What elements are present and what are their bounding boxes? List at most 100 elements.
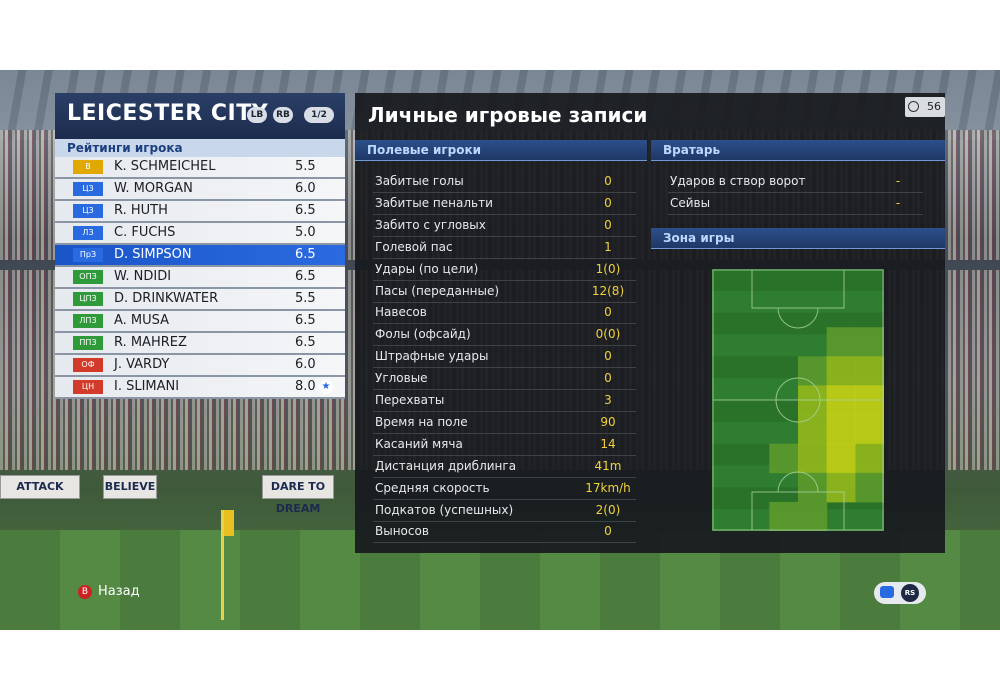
player-rating: 6.5 [295, 335, 316, 350]
stat-row: Удары (по цели) 1(0) [373, 259, 636, 281]
player-rating: 5.5 [295, 291, 316, 306]
gk-stat-row: Ударов в створ ворот - [668, 171, 923, 193]
ad-board-3: DARE TO DREAM [262, 475, 334, 515]
player-rating: 5.5 [295, 159, 316, 174]
gk-stat-value: - [895, 196, 901, 210]
stat-label: Угловые [375, 371, 428, 386]
position-badge: ОПЗ [73, 270, 103, 284]
pitch-stripe [712, 290, 884, 314]
player-row[interactable]: ЛПЗ A. MUSA 6.5 [55, 311, 345, 333]
stat-value: 12(8) [591, 283, 625, 298]
rb-button[interactable]: RB [273, 107, 293, 123]
player-name: I. SLIMANI [114, 379, 180, 394]
stat-row: Угловые 0 [373, 368, 636, 391]
heatmap [712, 269, 884, 531]
goalkeeper-header: Вратарь [651, 140, 945, 161]
heatmap-cell [798, 443, 828, 474]
gk-stat-value: - [895, 174, 901, 188]
player-row[interactable]: ЦПЗ D. DRINKWATER 5.5 [55, 289, 345, 311]
player-row[interactable]: ЦН I. SLIMANI 8.0 ★ [55, 377, 345, 399]
player-row[interactable]: ППЗ R. MAHREZ 6.5 [55, 333, 345, 355]
pitch-stripe [712, 269, 884, 292]
heatmap-cell [855, 443, 884, 474]
position-badge: ЦЗ [73, 182, 103, 196]
stat-row: Штрафные удары 0 [373, 346, 636, 369]
stat-value: 1 [604, 239, 612, 254]
player-row[interactable]: ПрЗ D. SIMPSON 6.5 [55, 245, 345, 267]
position-badge: ЦПЗ [73, 292, 103, 306]
stat-value: 0 [604, 349, 612, 364]
heatmap-cell [826, 327, 856, 357]
stat-label: Навесов [375, 305, 427, 320]
rs-hint[interactable]: RS [874, 582, 926, 604]
chat-icon [880, 586, 894, 598]
player-row[interactable]: ОФ J. VARDY 6.0 [55, 355, 345, 377]
position-badge: ОФ [73, 358, 103, 372]
stat-label: Забитые голы [375, 174, 464, 188]
heatmap-cell [855, 356, 884, 386]
position-badge: ЦН [73, 380, 103, 394]
player-name: K. SCHMEICHEL [114, 159, 216, 174]
field-players-header: Полевые игроки [355, 140, 647, 161]
stat-value: 41m [594, 458, 622, 473]
heatmap-cell [798, 472, 828, 503]
stat-label: Фолы (офсайд) [375, 327, 471, 342]
player-row[interactable]: ЦЗ R. HUTH 6.5 [55, 201, 345, 223]
stat-value: 3 [604, 393, 612, 407]
player-row[interactable]: ЦЗ W. MORGAN 6.0 [55, 179, 345, 201]
stat-row: Дистанция дриблинга 41m [373, 456, 636, 478]
player-rating: 6.0 [295, 357, 316, 372]
ad-board-1: ATTACK [0, 475, 80, 499]
player-name: R. HUTH [114, 203, 168, 218]
player-name: W. MORGAN [114, 181, 193, 196]
stat-label: Голевой пас [375, 239, 453, 254]
lb-button[interactable]: LB [247, 107, 267, 123]
player-row[interactable]: ЛЗ C. FUCHS 5.0 [55, 223, 345, 245]
player-name: D. DRINKWATER [114, 291, 219, 306]
player-rating: 8.0 [295, 379, 316, 394]
play-zone-header: Зона игры [651, 228, 945, 249]
timer-value: 56 [927, 100, 941, 113]
b-button-icon: B [78, 585, 92, 599]
gk-stat-row: Сейвы - [668, 193, 923, 215]
heatmap-cell [826, 443, 856, 474]
stat-row: Пасы (переданные) 12(8) [373, 281, 636, 303]
player-name: R. MAHREZ [114, 335, 187, 350]
stat-value: 0 [604, 305, 612, 320]
star-icon: ★ [319, 380, 333, 394]
heatmap-cell [769, 501, 799, 531]
stat-row: Подкатов (успешных) 2(0) [373, 500, 636, 522]
stat-label: Штрафные удары [375, 349, 489, 364]
player-rating: 6.5 [295, 203, 316, 218]
player-rating: 6.5 [295, 247, 316, 262]
player-name: J. VARDY [114, 357, 170, 372]
ad-board-2: BELIEVE [103, 475, 157, 499]
player-row[interactable]: ОПЗ W. NDIDI 6.5 [55, 267, 345, 289]
heatmap-cell [826, 356, 856, 386]
player-rating: 6.5 [295, 313, 316, 328]
stat-row: Голевой пас 1 [373, 237, 636, 259]
stat-label: Перехваты [375, 393, 445, 407]
heatmap-cell [798, 414, 828, 445]
stat-label: Выносов [375, 524, 429, 539]
rs-button-icon: RS [901, 584, 919, 602]
gk-stat-label: Ударов в створ ворот [670, 174, 806, 188]
stat-row: Время на поле 90 [373, 412, 636, 434]
stat-row: Навесов 0 [373, 302, 636, 325]
back-label: Назад [98, 584, 140, 599]
position-badge: ЦЗ [73, 204, 103, 218]
page-title: Личные игровые записи [368, 103, 648, 127]
player-row[interactable]: В K. SCHMEICHEL 5.5 [55, 157, 345, 179]
team-name: LEICESTER CITY [67, 101, 269, 126]
heatmap-cell [855, 414, 884, 445]
stat-label: Подкатов (успешных) [375, 502, 514, 517]
heatmap-cell [769, 443, 799, 474]
heatmap-cell [855, 472, 884, 503]
stat-label: Касаний мяча [375, 436, 463, 451]
stat-row: Фолы (офсайд) 0(0) [373, 324, 636, 347]
stat-value: 2(0) [595, 502, 621, 517]
stat-value: 0 [604, 371, 612, 386]
position-badge: В [73, 160, 103, 174]
position-badge: ПрЗ [73, 248, 103, 262]
stat-row: Касаний мяча 14 [373, 434, 636, 456]
